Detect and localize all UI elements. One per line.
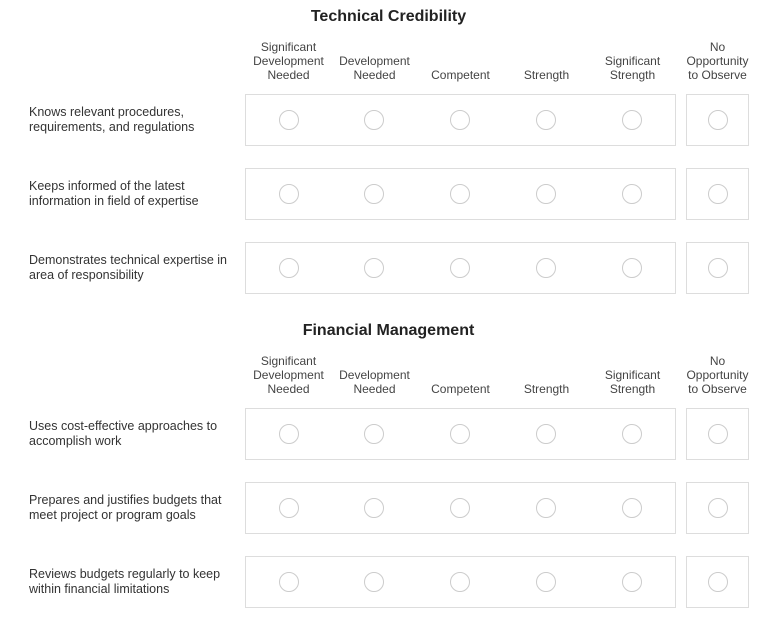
option-cell <box>686 556 749 608</box>
column-header: Significant Strength <box>604 54 661 82</box>
option-cell <box>245 556 332 608</box>
option-cell <box>589 408 676 460</box>
radio-button[interactable] <box>364 424 384 444</box>
section-title: Financial Management <box>302 322 475 339</box>
radio-button[interactable] <box>278 258 299 278</box>
radio-button[interactable] <box>364 110 384 130</box>
column-header: Development Needed <box>339 54 410 82</box>
radio-button[interactable] <box>622 110 642 130</box>
section-title: Technical Credibility <box>310 8 467 25</box>
row-label: Prepares and justifies budgets that meet… <box>29 493 222 522</box>
column-header: No Opportunity to Observe <box>686 354 749 396</box>
radio-button[interactable] <box>707 572 728 592</box>
radio-button[interactable] <box>707 110 728 130</box>
radio-button[interactable] <box>278 110 299 130</box>
option-cell <box>686 242 749 294</box>
radio-button[interactable] <box>622 184 642 204</box>
column-header: No Opportunity to Observe <box>686 40 749 82</box>
radio-button[interactable] <box>278 498 299 518</box>
radio-button[interactable] <box>622 572 642 592</box>
option-cell <box>686 168 749 220</box>
column-header: Strength <box>523 68 570 82</box>
radio-button[interactable] <box>450 572 470 592</box>
radio-button[interactable] <box>622 258 642 278</box>
option-cell <box>417 94 504 146</box>
radio-button[interactable] <box>536 184 556 204</box>
column-header: Development Needed <box>339 368 410 396</box>
option-cell <box>686 482 749 534</box>
radio-button[interactable] <box>364 498 384 518</box>
radio-button[interactable] <box>536 424 556 444</box>
radio-button[interactable] <box>536 110 556 130</box>
option-cell <box>503 408 590 460</box>
row-label: Reviews budgets regularly to keep within… <box>29 567 221 596</box>
option-cell <box>417 482 504 534</box>
radio-button[interactable] <box>364 184 384 204</box>
option-cell <box>331 242 418 294</box>
option-cell <box>245 482 332 534</box>
option-cell <box>417 168 504 220</box>
option-cell <box>503 556 590 608</box>
option-cell <box>245 168 332 220</box>
row-label: Uses cost-effective approaches to accomp… <box>29 419 218 448</box>
option-cell <box>331 94 418 146</box>
option-cell <box>417 408 504 460</box>
option-cell <box>589 556 676 608</box>
option-cell <box>245 408 332 460</box>
option-cell <box>686 94 749 146</box>
option-cell <box>331 168 418 220</box>
option-cell <box>417 242 504 294</box>
option-cell <box>589 482 676 534</box>
radio-button[interactable] <box>450 498 470 518</box>
column-header: Significant Strength <box>604 368 661 396</box>
option-cell <box>686 408 749 460</box>
radio-button[interactable] <box>364 258 384 278</box>
option-cell <box>417 556 504 608</box>
radio-button[interactable] <box>707 184 728 204</box>
column-header: Significant Development Needed <box>253 354 324 396</box>
option-cell <box>503 242 590 294</box>
radio-button[interactable] <box>278 572 299 592</box>
radio-button[interactable] <box>536 572 556 592</box>
radio-button[interactable] <box>536 258 556 278</box>
radio-button[interactable] <box>450 184 470 204</box>
column-header: Significant Development Needed <box>253 40 324 82</box>
option-cell <box>245 242 332 294</box>
option-cell <box>331 482 418 534</box>
radio-button[interactable] <box>450 424 470 444</box>
option-cell <box>589 242 676 294</box>
radio-button[interactable] <box>707 498 728 518</box>
option-cell <box>503 482 590 534</box>
radio-button[interactable] <box>622 498 642 518</box>
row-label: Keeps informed of the latest information… <box>29 179 199 208</box>
option-cell <box>503 168 590 220</box>
column-header: Competent <box>431 382 490 396</box>
option-cell <box>331 408 418 460</box>
row-label: Demonstrates technical expertise in area… <box>29 253 228 282</box>
radio-button[interactable] <box>536 498 556 518</box>
radio-button[interactable] <box>707 424 728 444</box>
option-cell <box>503 94 590 146</box>
radio-button[interactable] <box>278 184 299 204</box>
radio-button[interactable] <box>278 424 299 444</box>
column-header: Strength <box>523 382 570 396</box>
radio-button[interactable] <box>707 258 728 278</box>
radio-button[interactable] <box>622 424 642 444</box>
radio-button[interactable] <box>450 110 470 130</box>
radio-button[interactable] <box>364 572 384 592</box>
radio-button[interactable] <box>450 258 470 278</box>
row-label: Knows relevant procedures, requirements,… <box>29 105 195 134</box>
option-cell <box>331 556 418 608</box>
option-cell <box>589 168 676 220</box>
option-cell <box>245 94 332 146</box>
option-cell <box>589 94 676 146</box>
column-header: Competent <box>431 68 490 82</box>
